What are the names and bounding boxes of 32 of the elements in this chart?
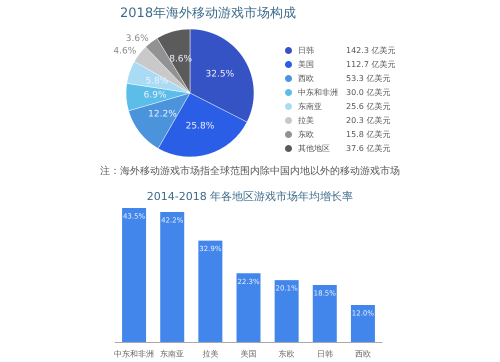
category-label: 东南亚 25.6 亿美元: [298, 102, 390, 111]
chart-title: 2014-2018 年各地区游戏市场年均增长率: [146, 190, 354, 203]
category-label: 东欧 15.8 亿美元: [298, 130, 390, 139]
data-label: 4.6%: [113, 46, 137, 56]
data-label: 6.9%: [144, 90, 167, 100]
category-label: 美国 112.7 亿美元: [298, 60, 396, 69]
bar: [350, 305, 375, 342]
x-tick-label: 拉美: [202, 350, 218, 358]
data-label: 32.5%: [206, 70, 235, 80]
data-label: 12.2%: [148, 110, 178, 120]
category-label: 拉美 20.3 亿美元: [298, 116, 390, 125]
bar: [160, 212, 184, 342]
category-label: 其他地区 37.6 亿美元: [298, 144, 390, 153]
data-label: 5.8%: [145, 76, 169, 87]
x-tick-label: 东南亚: [160, 350, 184, 358]
category-label: 日韩 142.3 亿美元: [298, 46, 396, 55]
x-tick-label: 中东和非洲: [114, 350, 154, 358]
chart-title: 2018年海外移动游戏市场构成: [120, 6, 296, 21]
bar: [312, 285, 337, 342]
x-tick-label: 美国: [240, 350, 256, 358]
bar: [274, 280, 299, 342]
x-tick-label: 日韩: [316, 350, 333, 358]
bar: [198, 240, 222, 342]
data-label: 25.8%: [186, 122, 215, 132]
x-tick-label: 西欧: [354, 350, 371, 358]
x-tick-label: 东欧: [278, 350, 295, 358]
bar: [122, 208, 146, 342]
text: 注：海外移动游戏市场指全球范围内除中国内地以外的移动游戏市场: [99, 164, 401, 179]
legend-label: 中东和非洲 30.0 亿美元: [298, 88, 390, 97]
data-label: 3.6%: [126, 34, 150, 44]
category-label: 西欧 53.3 亿美元: [298, 74, 390, 83]
bar: [236, 273, 260, 342]
